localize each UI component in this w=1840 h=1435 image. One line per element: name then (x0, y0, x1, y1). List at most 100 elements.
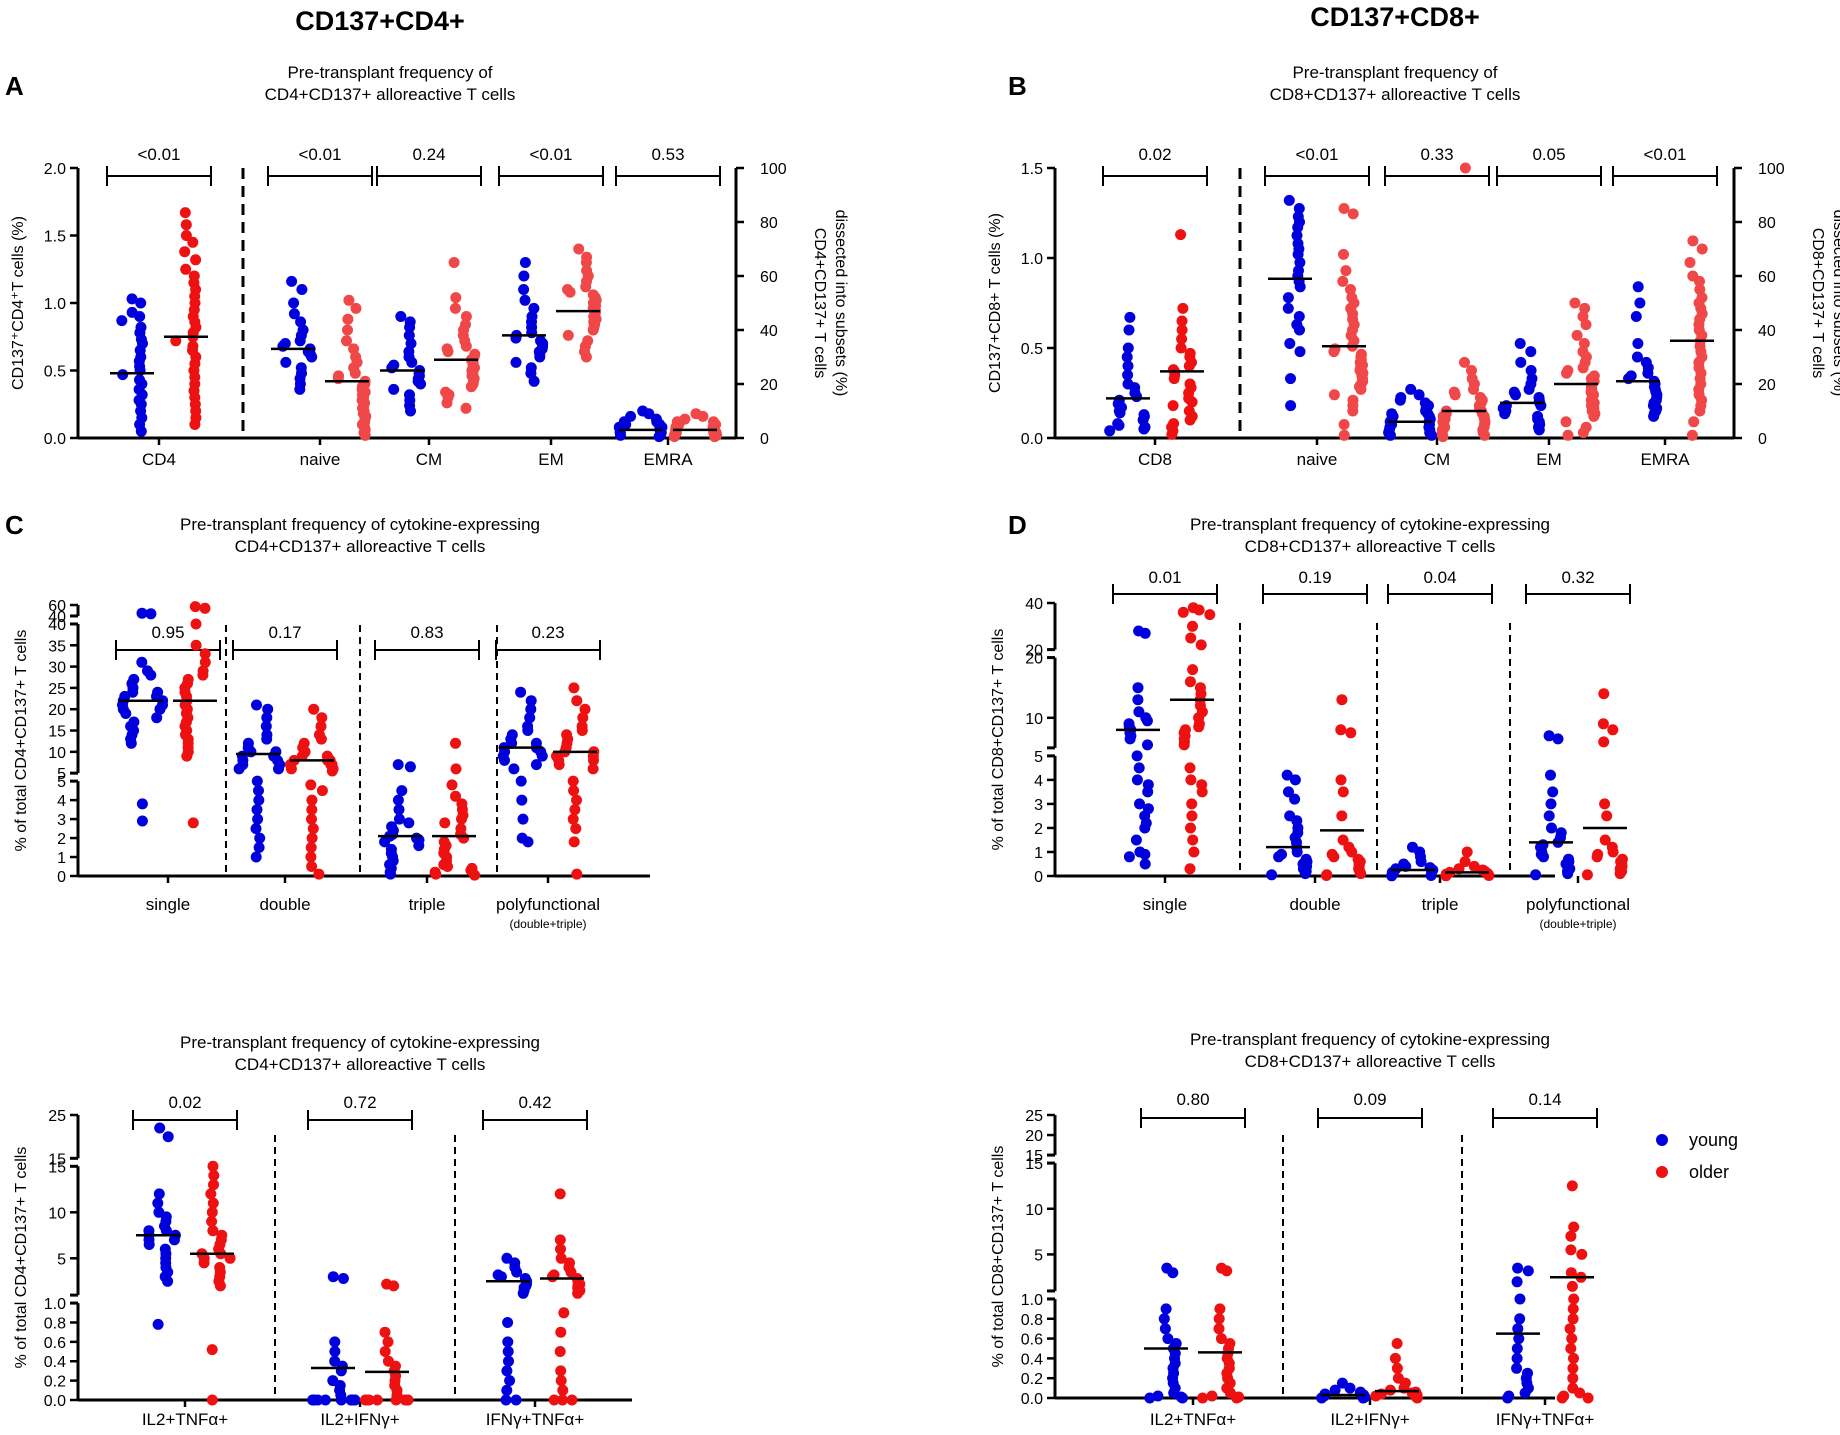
panel-b-point-young (1405, 383, 1417, 395)
panel-b-point-older (1184, 414, 1196, 426)
panel-c: Pre-transplant frequency of cytokine-exp… (5, 510, 650, 931)
panel-b-point-young (1523, 383, 1535, 395)
panel-d-point-young (1543, 730, 1555, 742)
panel-d2-point-young (1329, 1384, 1341, 1396)
panel-d-point-older (1598, 688, 1610, 700)
panel-c2-point-young (501, 1384, 513, 1396)
panel-a-point-young (135, 297, 147, 309)
panel-a-point-young (528, 375, 540, 387)
panel-d-point-young (1562, 868, 1574, 880)
panel-d-point-older (1185, 774, 1197, 786)
panel-c2-point-young (517, 1287, 529, 1299)
panel-c-y-tick-label: 4 (57, 793, 66, 810)
panel-d2-point-older (1221, 1265, 1233, 1277)
panel-a-y2-label-line-1: CD4+CD137+ T cells (811, 228, 828, 379)
panel-b-point-older (1338, 429, 1350, 441)
panel-b-point-older (1459, 356, 1470, 368)
panel-b-point-young (1122, 369, 1134, 381)
panel-a-p-bracket (615, 166, 721, 186)
panel-c-point-older (285, 763, 297, 775)
panel-a-point-young (406, 356, 418, 368)
panel-b-point-young (1413, 389, 1425, 401)
panel-c-point-older (456, 813, 467, 825)
panel-c-point-young (392, 759, 404, 771)
panel-a-y-tick-label: 0.5 (44, 364, 66, 381)
panel-c-point-older (576, 725, 588, 736)
panel-b-point-older (1328, 389, 1340, 401)
panel-c-point-young (515, 686, 527, 698)
panel-a-point-older (564, 286, 576, 298)
panel-c-point-older (187, 817, 199, 829)
panel-c2-point-older (198, 1257, 210, 1269)
panel-d-point-young (1545, 798, 1557, 810)
panel-b-p-value: 0.05 (1532, 145, 1565, 164)
panel-c-point-older (568, 682, 580, 694)
panel-b-point-young (1630, 311, 1642, 322)
panel-c2-point-young (154, 1122, 166, 1134)
panel-d-point-young (1543, 810, 1555, 822)
panel-c-y-tick-label: 0 (57, 869, 66, 886)
panel-b-point-older (1687, 235, 1699, 247)
panel-a-point-young (518, 270, 530, 282)
panel-c-point-older (306, 861, 318, 872)
panel-b-point-older (1175, 229, 1187, 241)
panel-c-point-older (430, 868, 442, 880)
panel-d2-y-tick-label: 0.2 (1021, 1371, 1043, 1388)
panel-d-point-young (1123, 851, 1135, 863)
panel-c2-y-tick-label: 0.0 (44, 1393, 66, 1410)
panel-b-p-bracket (1102, 166, 1208, 186)
panel-d2-point-older (1565, 1343, 1577, 1354)
panel-c2-point-older (388, 1280, 400, 1292)
panel-c-point-older (446, 779, 458, 791)
panel-d2-point-older (1567, 1372, 1579, 1384)
panel-c-point-older (306, 794, 318, 806)
panel-d-point-older (1345, 727, 1357, 739)
panel-d-point-older (1599, 798, 1611, 810)
panel-d-y-tick-label: 1 (1034, 845, 1043, 862)
panel-c-y-tick-label: 35 (48, 638, 66, 655)
panel-a-point-young (615, 429, 626, 441)
panel-a-y2-tick-label: 40 (760, 323, 778, 340)
panel-c2-point-young (327, 1271, 339, 1283)
panel-d2-y-tick-label: 0.6 (1021, 1332, 1043, 1349)
panel-c-point-older (450, 790, 461, 802)
panel-b-y2-tick-label: 60 (1758, 269, 1776, 286)
panel-c-title-line-2: CD4+CD137+ alloreactive T cells (235, 537, 486, 556)
panel-a-point-older (580, 257, 592, 268)
panel-b-point-young (1634, 297, 1646, 309)
panel-c2-point-young (335, 1394, 347, 1406)
panel-d-point-older (1186, 810, 1198, 822)
panel-d-point-young (1142, 786, 1154, 798)
panel-d2-point-young (1144, 1392, 1156, 1404)
panel-c2-p-bracket (307, 1110, 413, 1130)
panel-b-point-older (1468, 383, 1479, 395)
panel-d-point-young (1139, 627, 1151, 639)
panel-b-point-young (1131, 391, 1143, 403)
panel-b-point-older (1176, 315, 1188, 327)
panel-c-point-young (260, 720, 272, 732)
panel-d2-point-older (1391, 1362, 1403, 1374)
panel-a-p-value: <0.01 (137, 145, 180, 164)
panel-d2-point-older (1568, 1352, 1579, 1364)
panel-d-point-older (1204, 609, 1216, 621)
panel-a-point-older (179, 246, 191, 258)
panel-d-point-older (1185, 632, 1197, 644)
panel-a-letter: A (5, 71, 24, 101)
panel-d2-point-young (1513, 1333, 1525, 1345)
panel-c-p-value: 0.23 (531, 623, 564, 642)
panel-d-y-tick-label: 40 (1025, 596, 1043, 613)
panel-d-title-line-1: Pre-transplant frequency of cytokine-exp… (1190, 515, 1550, 534)
panel-d2-point-older (1389, 1352, 1401, 1364)
panel-c-point-young (261, 733, 273, 745)
panel-c-point-young (525, 695, 537, 707)
panel-c2-point-young (502, 1317, 514, 1328)
panel-d2-point-older (1582, 1392, 1594, 1404)
panel-d2-point-older (1213, 1313, 1225, 1325)
panel-d-point-older (1188, 846, 1200, 858)
panel-c-point-young (517, 813, 529, 825)
panel-b-point-young (1384, 429, 1396, 441)
panel-c2-point-young (162, 1131, 174, 1143)
panel-a-point-older (341, 335, 352, 347)
panel-a-category-label: CD4 (142, 450, 176, 469)
panel-d-point-young (1545, 769, 1556, 781)
